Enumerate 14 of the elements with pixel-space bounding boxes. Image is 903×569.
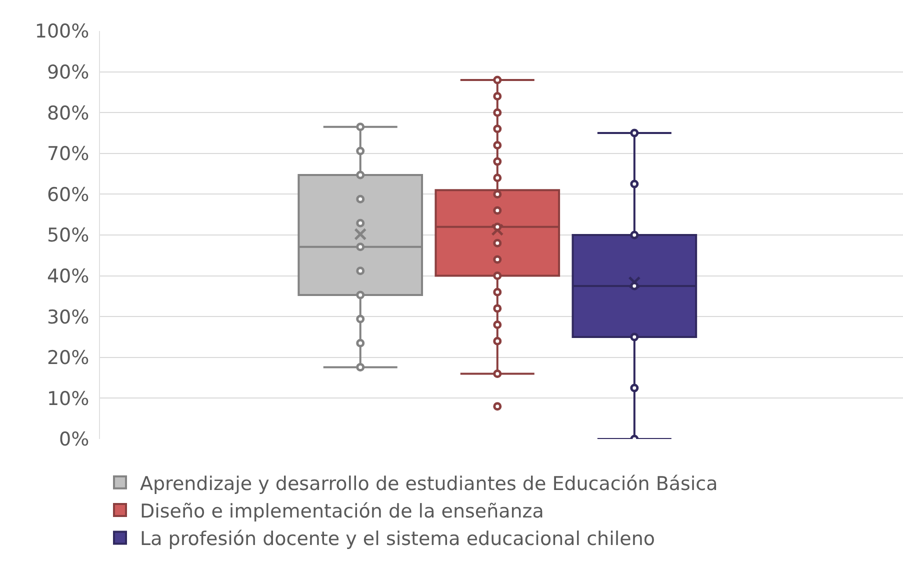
y-tick-label: 50%: [46, 224, 90, 247]
legend-label: Aprendizaje y desarrollo de estudiantes de Educación Básica: [140, 472, 718, 495]
y-tick-label: 10%: [46, 388, 90, 410]
y-tick-label: 70%: [46, 143, 90, 166]
y-tick-label: 30%: [46, 306, 90, 328]
y-tick-label: 20%: [46, 347, 90, 370]
y-tick-label: 40%: [46, 265, 90, 288]
y-tick-label: 0%: [59, 428, 90, 451]
y-tick-label: 90%: [46, 61, 90, 84]
y-tick-label: 100%: [34, 20, 90, 43]
y-tick-label: 60%: [46, 184, 90, 206]
legend-label: La profesión docente y el sistema educacional chileno: [140, 528, 655, 550]
y-tick-label: 80%: [46, 102, 90, 124]
legend-label: Diseño e implementación de la enseñanza: [140, 500, 544, 522]
